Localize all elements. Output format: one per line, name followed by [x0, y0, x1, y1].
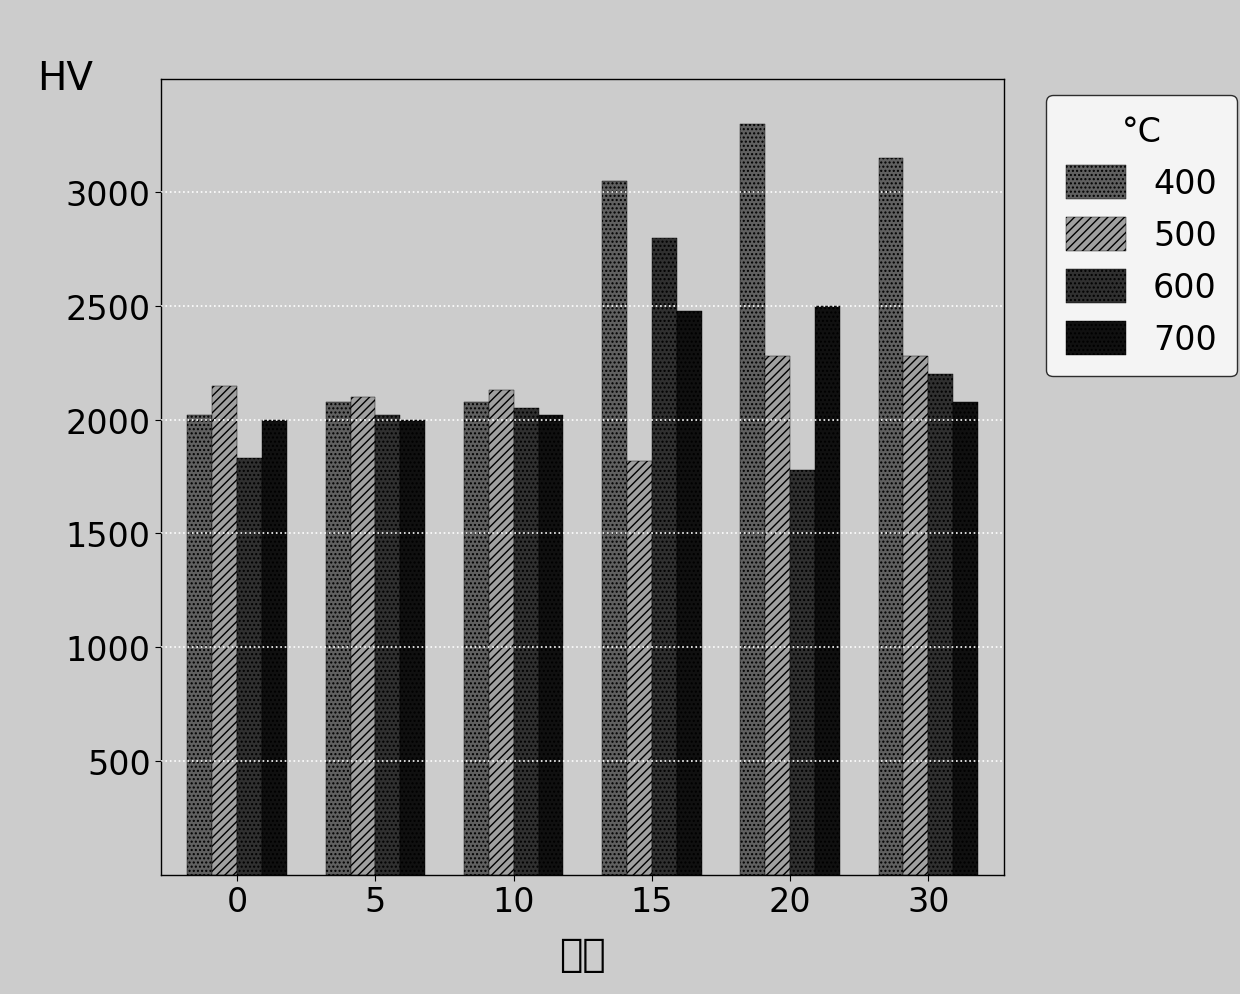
Bar	[677, 311, 702, 875]
Bar	[376, 415, 401, 875]
Bar	[627, 461, 652, 875]
Bar	[187, 415, 212, 875]
Bar	[237, 459, 262, 875]
Bar	[212, 387, 237, 875]
Bar	[954, 403, 978, 875]
Bar	[464, 403, 489, 875]
Bar	[401, 420, 425, 875]
Bar	[740, 125, 765, 875]
Bar	[652, 239, 677, 875]
Bar	[326, 403, 351, 875]
X-axis label: 分钉: 分钉	[559, 934, 606, 973]
Bar	[538, 415, 563, 875]
Bar	[815, 307, 839, 875]
Text: HV: HV	[37, 60, 93, 97]
Bar	[765, 357, 790, 875]
Bar	[262, 420, 286, 875]
Legend: 400, 500, 600, 700: 400, 500, 600, 700	[1047, 96, 1236, 377]
Bar	[351, 398, 376, 875]
Bar	[489, 391, 513, 875]
Bar	[904, 357, 929, 875]
Bar	[790, 470, 815, 875]
Bar	[929, 375, 954, 875]
Bar	[603, 182, 627, 875]
Bar	[513, 409, 538, 875]
Bar	[879, 159, 904, 875]
